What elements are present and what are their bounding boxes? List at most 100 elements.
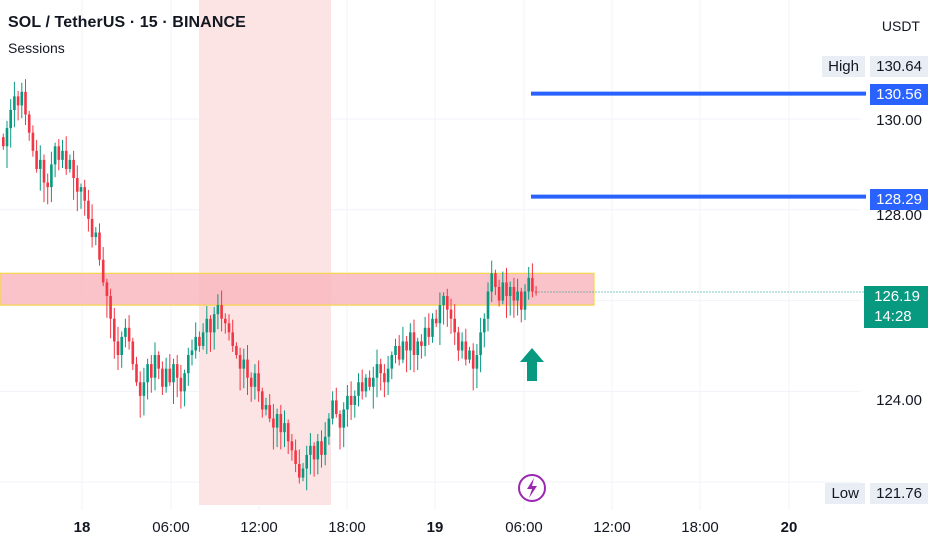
- candle-body[interactable]: [490, 273, 493, 292]
- candle-body[interactable]: [327, 418, 331, 437]
- candle-body[interactable]: [179, 377, 183, 392]
- candle-body[interactable]: [131, 341, 135, 365]
- candle-body[interactable]: [383, 373, 386, 383]
- candle-body[interactable]: [224, 318, 227, 324]
- candle-body[interactable]: [261, 391, 264, 410]
- candle-body[interactable]: [283, 423, 286, 433]
- candle-body[interactable]: [194, 336, 197, 351]
- candle-body[interactable]: [368, 377, 371, 387]
- candle-body[interactable]: [253, 373, 257, 387]
- candle-body[interactable]: [349, 395, 353, 405]
- candle-body[interactable]: [323, 436, 327, 455]
- candle-body[interactable]: [394, 345, 397, 356]
- candle-body[interactable]: [76, 178, 79, 192]
- candle-body[interactable]: [331, 400, 334, 419]
- candle-body[interactable]: [497, 286, 501, 301]
- candle-body[interactable]: [172, 364, 175, 383]
- candle-body[interactable]: [305, 454, 308, 469]
- candle-body[interactable]: [83, 187, 86, 201]
- candle-body[interactable]: [157, 355, 160, 369]
- candle-body[interactable]: [460, 341, 464, 351]
- candle-body[interactable]: [150, 364, 153, 378]
- candle-body[interactable]: [257, 373, 260, 392]
- candle-body[interactable]: [161, 368, 164, 387]
- candle-body[interactable]: [90, 218, 94, 238]
- up-arrow-icon[interactable]: [520, 348, 544, 381]
- candle-body[interactable]: [508, 286, 512, 297]
- candle-body[interactable]: [320, 441, 323, 455]
- candle-body[interactable]: [534, 291, 538, 293]
- candle-body[interactable]: [175, 364, 179, 378]
- candle-body[interactable]: [13, 96, 16, 110]
- candle-body[interactable]: [298, 463, 301, 478]
- candle-body[interactable]: [464, 341, 468, 360]
- candle-body[interactable]: [72, 159, 75, 179]
- candle-body[interactable]: [286, 423, 290, 442]
- candle-body[interactable]: [446, 296, 449, 310]
- candle-body[interactable]: [231, 332, 234, 346]
- candle-body[interactable]: [390, 355, 394, 369]
- candle-body[interactable]: [138, 382, 142, 396]
- candle-body[interactable]: [64, 150, 68, 169]
- candle-body[interactable]: [494, 273, 497, 287]
- candle-body[interactable]: [246, 359, 249, 378]
- candle-body[interactable]: [127, 327, 131, 342]
- candle-body[interactable]: [420, 341, 423, 346]
- price-line-label-upper[interactable]: 130.56: [870, 84, 928, 105]
- candle-body[interactable]: [120, 336, 123, 356]
- candle-body[interactable]: [46, 182, 49, 188]
- price-line-label-lower[interactable]: 128.29: [870, 189, 928, 210]
- candle-body[interactable]: [16, 96, 20, 106]
- candle-body[interactable]: [216, 305, 220, 315]
- candle-body[interactable]: [146, 364, 149, 383]
- candle-body[interactable]: [483, 318, 486, 333]
- candle-body[interactable]: [113, 318, 116, 342]
- candle-body[interactable]: [35, 150, 38, 169]
- candle-body[interactable]: [39, 159, 42, 169]
- candle-body[interactable]: [183, 373, 186, 392]
- candle-body[interactable]: [31, 132, 35, 151]
- candle-body[interactable]: [238, 355, 242, 369]
- candle-body[interactable]: [57, 146, 61, 160]
- candle-body[interactable]: [512, 286, 516, 301]
- resistance-zone[interactable]: [0, 272, 595, 306]
- candle-body[interactable]: [109, 296, 112, 319]
- candle-body[interactable]: [316, 441, 320, 460]
- candle-body[interactable]: [360, 382, 364, 392]
- candle-body[interactable]: [168, 368, 172, 383]
- candle-body[interactable]: [153, 355, 157, 378]
- candle-body[interactable]: [335, 400, 338, 415]
- candle-body[interactable]: [516, 291, 519, 301]
- candle-body[interactable]: [79, 187, 83, 192]
- candle-body[interactable]: [209, 318, 212, 333]
- candle-body[interactable]: [50, 164, 53, 188]
- candle-body[interactable]: [379, 364, 382, 374]
- candle-body[interactable]: [101, 259, 105, 283]
- candle-body[interactable]: [198, 336, 201, 346]
- candle-body[interactable]: [338, 414, 342, 428]
- candle-body[interactable]: [453, 318, 456, 333]
- candle-body[interactable]: [353, 395, 357, 405]
- candle-body[interactable]: [442, 296, 445, 306]
- candle-body[interactable]: [20, 91, 24, 106]
- candle-body[interactable]: [364, 377, 368, 392]
- symbol-title[interactable]: SOL / TetherUS · 15 · BINANCE: [8, 14, 246, 31]
- candle-body[interactable]: [105, 282, 109, 297]
- candle-body[interactable]: [135, 364, 138, 383]
- candle-body[interactable]: [9, 109, 12, 129]
- candle-body[interactable]: [27, 114, 31, 133]
- candle-body[interactable]: [94, 232, 98, 238]
- candle-body[interactable]: [505, 282, 508, 297]
- candle-body[interactable]: [427, 327, 431, 337]
- candle-body[interactable]: [346, 395, 349, 410]
- candle-body[interactable]: [475, 355, 479, 369]
- candle-body[interactable]: [272, 418, 275, 428]
- candle-body[interactable]: [412, 332, 416, 356]
- candle-body[interactable]: [201, 332, 205, 346]
- candle-body[interactable]: [457, 332, 460, 351]
- candle-body[interactable]: [264, 404, 268, 410]
- candle-body[interactable]: [212, 314, 216, 333]
- candle-body[interactable]: [87, 200, 90, 219]
- candle-body[interactable]: [449, 309, 453, 319]
